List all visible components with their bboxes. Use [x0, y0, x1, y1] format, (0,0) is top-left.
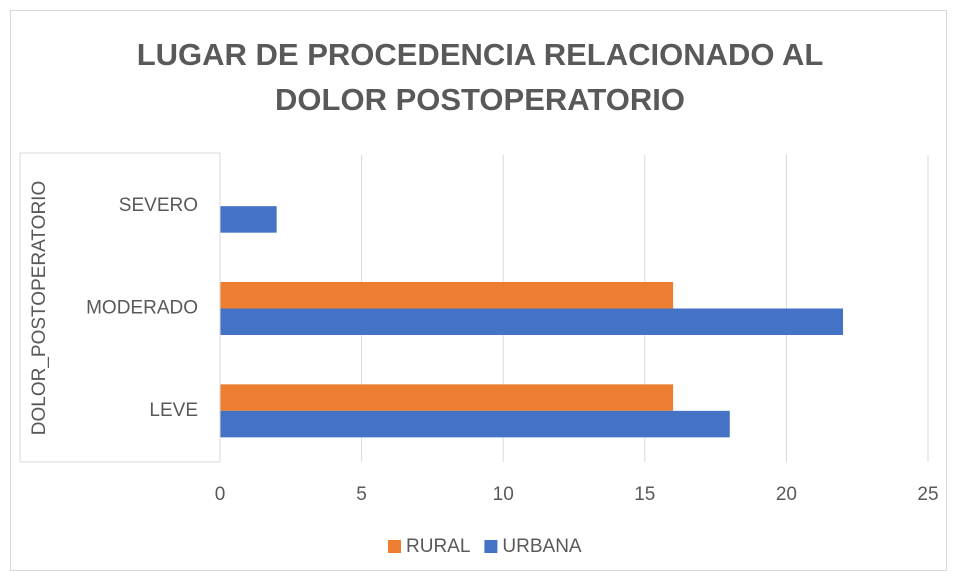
bar [220, 282, 674, 309]
x-tick-label: 25 [917, 484, 938, 505]
y-tick-label: MODERADO [86, 298, 198, 319]
x-tick-label: 15 [634, 484, 655, 505]
x-tick-label: 5 [356, 484, 367, 505]
x-tick-label: 0 [215, 484, 226, 505]
chart-title: DOLOR POSTOPERATORIO [275, 82, 685, 117]
chart-title: LUGAR DE PROCEDENCIA RELACIONADO AL [137, 37, 824, 72]
y-tick-label: LEVE [149, 400, 198, 421]
bar [220, 308, 844, 335]
axis-frame [19, 152, 221, 463]
legend-swatch [388, 540, 401, 553]
y-tick-label: SEVERO [119, 195, 198, 216]
legend-label: URBANA [502, 536, 582, 557]
x-tick-label: 20 [776, 484, 797, 505]
legend-swatch [484, 540, 498, 553]
bar [220, 206, 277, 233]
y-axis-label: DOLOR_POSTOPERATORIO [29, 181, 50, 435]
bar [220, 384, 674, 411]
bar [220, 410, 730, 438]
x-tick-label: 10 [493, 484, 514, 505]
legend-label: RURAL [406, 536, 470, 557]
